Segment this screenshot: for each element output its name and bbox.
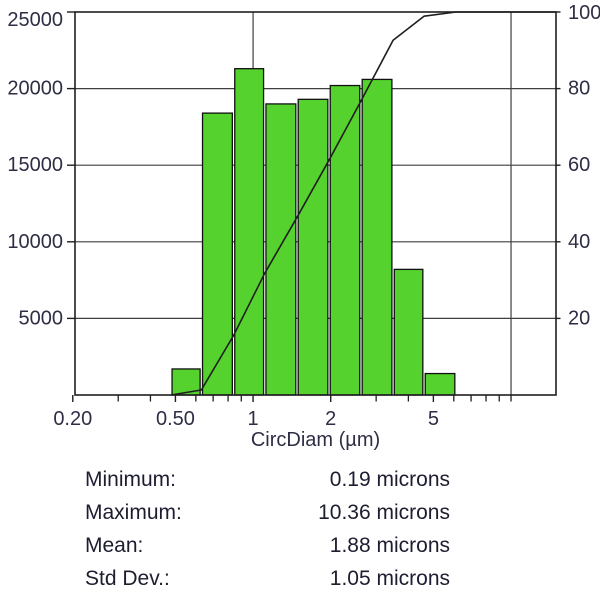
left-axis-tick-label: 20000 (7, 78, 63, 100)
right-axis-tick-label: 100 (568, 2, 600, 24)
left-axis-tick-label: 15000 (7, 154, 63, 176)
histogram-bar (424, 372, 456, 396)
statistics-panel: Minimum: 0.19 microns Maximum: 10.36 mic… (85, 463, 450, 593)
histogram-bar (297, 98, 329, 396)
histogram-bar (201, 112, 233, 396)
right-axis-tick-label: 80 (568, 78, 590, 100)
histogram-bar (265, 103, 297, 396)
x-axis-tick-label: 0.50 (156, 408, 195, 430)
stat-value: 10.36 microns (318, 500, 450, 524)
stat-label: Mean: (85, 533, 144, 557)
left-axis-tick-label: 10000 (7, 231, 63, 253)
x-axis-tick-label: 0.20 (53, 408, 92, 430)
histogram-bar (361, 78, 393, 396)
right-axis-tick-label: 40 (568, 231, 590, 253)
stat-value: 1.88 microns (329, 533, 450, 557)
left-axis-tick-label: 5000 (19, 307, 64, 329)
x-axis-tick-label: 1 (248, 408, 259, 430)
particle-size-distribution-chart: 5000 10000 15000 20000 25000 20 40 60 80 100 0.20 0… (7, 2, 600, 451)
x-axis-title: CircDiam (µm) (251, 429, 380, 451)
histogram-bar (393, 268, 424, 396)
histogram-bar (234, 68, 265, 396)
x-axis-tick-label: 2 (325, 408, 336, 430)
histogram-bar (329, 84, 361, 396)
stat-label: Maximum: (85, 500, 182, 524)
plot-frame (74, 11, 557, 396)
stat-label: Std Dev.: (85, 566, 170, 590)
stat-row-minimum: Minimum: 0.19 microns (85, 463, 450, 496)
left-axis-tick-label: 25000 (7, 9, 63, 31)
cumulative-line (170, 11, 556, 396)
stat-row-mean: Mean: 1.88 microns (85, 529, 450, 562)
stat-value: 0.19 microns (329, 467, 450, 491)
stat-label: Minimum: (85, 467, 177, 491)
stat-value: 1.05 microns (329, 566, 450, 590)
right-axis-tick-label: 20 (568, 307, 590, 329)
stat-row-stddev: Std Dev.: 1.05 microns (85, 562, 450, 593)
x-axis-tick-label: 5 (428, 408, 439, 430)
stat-row-maximum: Maximum: 10.36 microns (85, 496, 450, 529)
right-axis-tick-label: 60 (568, 154, 590, 176)
